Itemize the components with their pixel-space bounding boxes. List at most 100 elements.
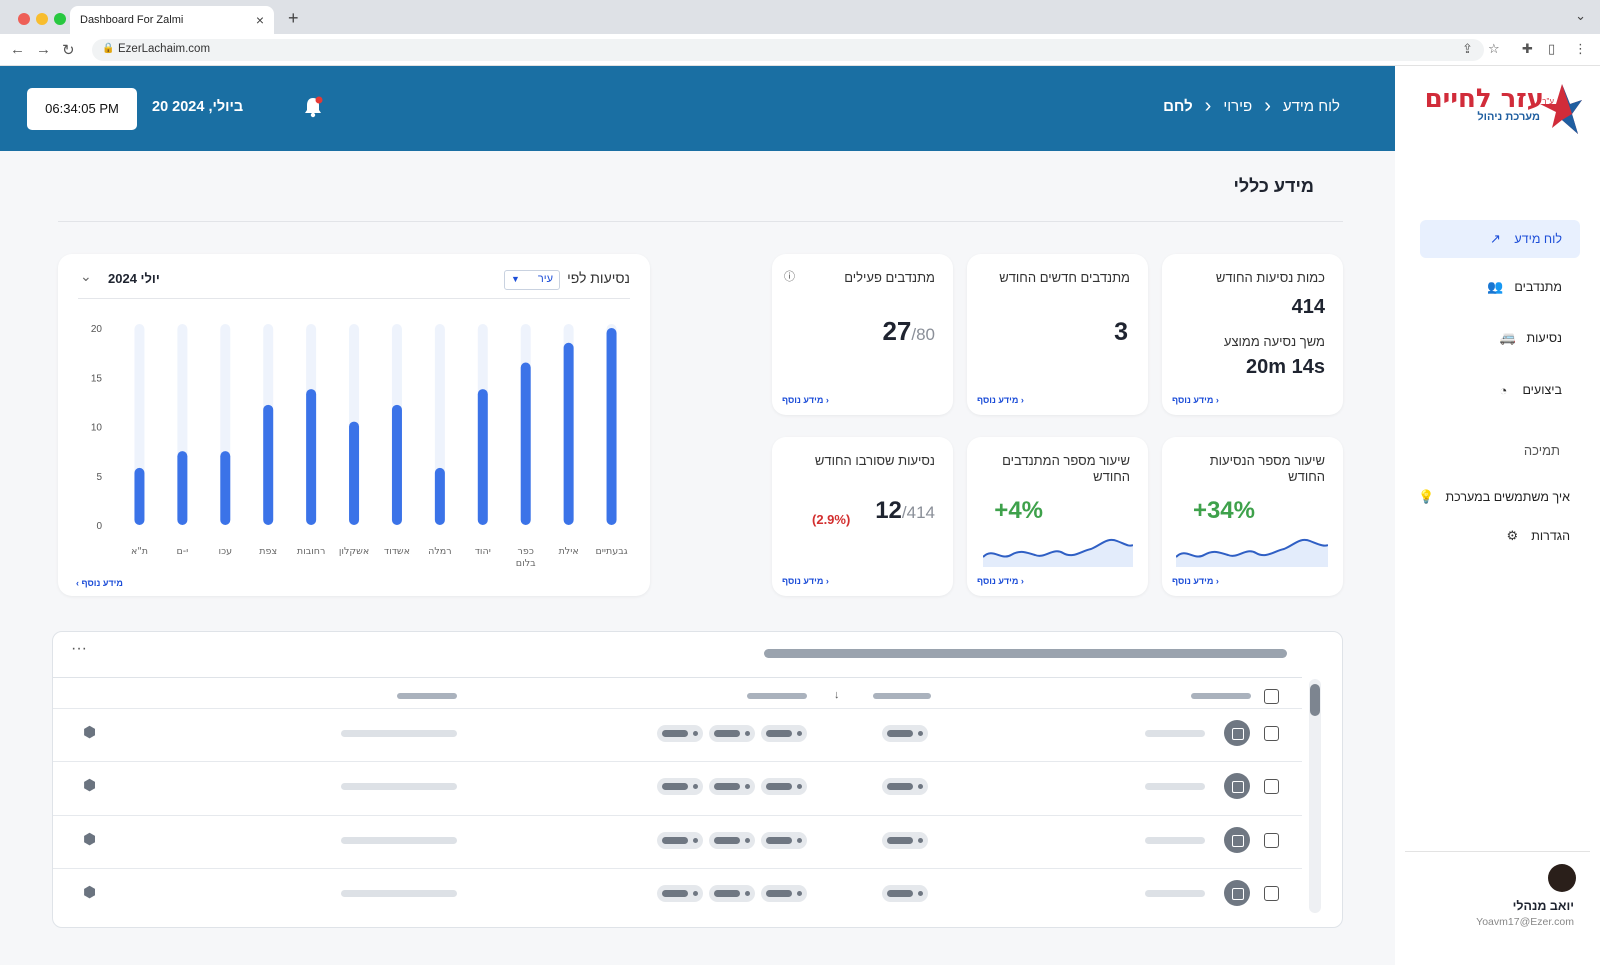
share-icon[interactable]: ⇪ (1462, 41, 1473, 56)
row-checkbox[interactable] (1264, 886, 1279, 901)
scrollbar-track[interactable] (1309, 679, 1321, 913)
tag-chip[interactable] (882, 832, 928, 849)
month-selector[interactable]: יולי 2024 (108, 271, 160, 286)
tag-chip[interactable] (761, 885, 807, 902)
bar[interactable] (477, 389, 488, 525)
table-cell (1145, 837, 1205, 844)
more-options-icon[interactable]: ··· (71, 640, 87, 657)
hexagon-icon[interactable]: ⬢ (83, 724, 97, 741)
logo-name: עזר לחיים (1424, 84, 1544, 114)
back-icon[interactable]: ← (10, 41, 25, 58)
sidebar-item-dashboard[interactable]: לוח מידע ↗ (1420, 220, 1580, 258)
column-header (1191, 693, 1251, 699)
menu-icon[interactable]: ⋮ (1574, 41, 1587, 56)
logo-tagline: מערכת ניהול (1477, 111, 1540, 123)
tag-chip[interactable] (882, 725, 928, 742)
breadcrumb-details[interactable]: פירוי (1223, 98, 1253, 115)
chevron-down-icon[interactable]: ⌄ (1575, 8, 1586, 23)
avatar[interactable] (1548, 864, 1576, 892)
browser-tab[interactable]: Dashboard For Zalmi × (70, 6, 274, 34)
chevron-down-icon[interactable]: ⌄ (80, 268, 92, 284)
more-info-link[interactable]: ‹ מידע נוסף (1172, 395, 1219, 405)
sidebar-item-volunteers[interactable]: מתנדבים 👥 (1420, 268, 1580, 306)
row-checkbox[interactable] (1264, 779, 1279, 794)
tag-chip[interactable] (709, 778, 755, 795)
reload-icon[interactable]: ↻ (62, 42, 75, 59)
more-info-link[interactable]: ‹ מידע נוסף (782, 576, 829, 586)
tag-chip[interactable] (709, 725, 755, 742)
minimize-window-dot[interactable] (36, 13, 48, 25)
breadcrumb-dashboard[interactable]: לוח מידע (1282, 98, 1340, 115)
sidebar-item-settings[interactable]: הגדרות ⚙ (1410, 517, 1570, 555)
users-icon: 👥 (1487, 279, 1504, 294)
more-info-link[interactable]: ‹ מידע נוסף (782, 395, 829, 405)
row-checkbox[interactable] (1264, 833, 1279, 848)
tag-chip[interactable] (761, 778, 807, 795)
table-cell (1145, 890, 1205, 897)
image-icon (1224, 720, 1250, 746)
close-window-dot[interactable] (18, 13, 30, 25)
sidebar-item-rides[interactable]: נסיעות 🚐 (1420, 319, 1580, 357)
select-all-checkbox[interactable] (1264, 689, 1279, 704)
card-percent: +4% (994, 497, 1043, 524)
more-info-label: מידע נוסף (1172, 576, 1214, 586)
extensions-icon[interactable]: ✚ (1522, 41, 1533, 56)
sidebar: עזר לחיים ע"ר מערכת ניהול לוח מידע ↗ מתנ… (1395, 66, 1600, 965)
tag-chip[interactable] (657, 832, 703, 849)
row-checkbox[interactable] (1264, 726, 1279, 741)
tag-chip[interactable] (709, 885, 755, 902)
bar[interactable] (220, 451, 231, 525)
sidebar-item-label: ביצועים (1522, 383, 1562, 397)
bar[interactable] (263, 404, 274, 525)
sidebar-item-how-to[interactable]: איך משתמשים במערכת 💡 (1410, 478, 1570, 516)
hexagon-icon[interactable]: ⬢ (83, 884, 97, 901)
hexagon-icon[interactable]: ⬢ (83, 777, 97, 794)
sort-arrow-icon[interactable]: ↓ (834, 689, 840, 701)
more-info-link[interactable]: ‹ מידע נוסף (977, 576, 1024, 586)
x-tick-label: רחובות (297, 546, 325, 557)
tag-chip[interactable] (761, 725, 807, 742)
bar[interactable] (563, 342, 574, 525)
trend-icon: ↗ (1489, 231, 1501, 246)
bar[interactable] (306, 389, 317, 525)
maximize-window-dot[interactable] (54, 13, 66, 25)
bar[interactable] (391, 404, 402, 525)
more-info-link[interactable]: ‹ מידע נוסף (977, 395, 1024, 405)
new-tab-icon[interactable]: + (288, 8, 299, 28)
star-icon[interactable]: ☆ (1488, 41, 1500, 56)
support-heading: תמיכה (1523, 443, 1560, 458)
url-input[interactable]: 🔒 EzerLachaim.com (92, 39, 1484, 61)
city-filter-select[interactable]: עיר ▼ (504, 270, 560, 290)
tag-chip[interactable] (657, 725, 703, 742)
tag-chip[interactable] (882, 885, 928, 902)
scrollbar-thumb[interactable] (1310, 684, 1320, 716)
sparkline (1176, 539, 1328, 567)
bar[interactable] (520, 362, 531, 525)
card-new-volunteers: מתנדבים חדשים החודש 3 ‹ מידע נוסף (967, 254, 1148, 415)
bar[interactable] (177, 451, 188, 525)
bar[interactable] (606, 328, 617, 525)
tag-chip[interactable] (657, 885, 703, 902)
table-title-placeholder (764, 649, 1287, 658)
bar[interactable] (349, 421, 360, 525)
close-icon[interactable]: × (255, 12, 264, 28)
tag-chip[interactable] (709, 832, 755, 849)
bell-icon[interactable] (300, 94, 326, 120)
hexagon-icon[interactable]: ⬢ (83, 831, 97, 848)
x-tick-label: רמלה (428, 546, 451, 557)
tag-chip[interactable] (657, 778, 703, 795)
tag-chip[interactable] (761, 832, 807, 849)
more-info-link[interactable]: ‹ מידע נוסף (1172, 576, 1219, 586)
y-tick-label: 10 (91, 423, 103, 434)
tag-chip[interactable] (882, 778, 928, 795)
lock-icon: 🔒 (102, 43, 115, 54)
image-icon (1224, 880, 1250, 906)
user-name: יואב מנהלי (1512, 899, 1574, 913)
sidebar-item-performance[interactable]: ביצועים ◔ (1420, 371, 1580, 409)
more-info-link[interactable]: ‹ מידע נוסף (76, 578, 123, 588)
bar[interactable] (434, 467, 445, 525)
forward-icon[interactable]: → (36, 41, 51, 58)
bar[interactable] (134, 467, 145, 525)
info-icon[interactable]: ⓘ (784, 271, 795, 283)
sidepanel-icon[interactable]: ▯ (1548, 41, 1556, 56)
